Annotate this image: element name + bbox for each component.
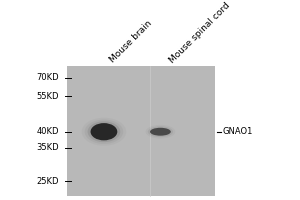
Text: 40KD: 40KD — [37, 127, 59, 136]
Text: Mouse brain: Mouse brain — [108, 19, 154, 65]
Ellipse shape — [146, 125, 175, 139]
Ellipse shape — [150, 128, 171, 136]
Text: 35KD: 35KD — [37, 143, 59, 152]
Text: 55KD: 55KD — [37, 92, 59, 101]
FancyBboxPatch shape — [67, 66, 215, 196]
Ellipse shape — [148, 126, 173, 137]
Text: 25KD: 25KD — [37, 177, 59, 186]
Text: Mouse spinal cord: Mouse spinal cord — [167, 1, 232, 65]
Text: GNAO1: GNAO1 — [223, 127, 253, 136]
Ellipse shape — [85, 120, 123, 144]
Text: 70KD: 70KD — [37, 73, 59, 82]
Ellipse shape — [88, 121, 120, 142]
Ellipse shape — [91, 123, 117, 140]
